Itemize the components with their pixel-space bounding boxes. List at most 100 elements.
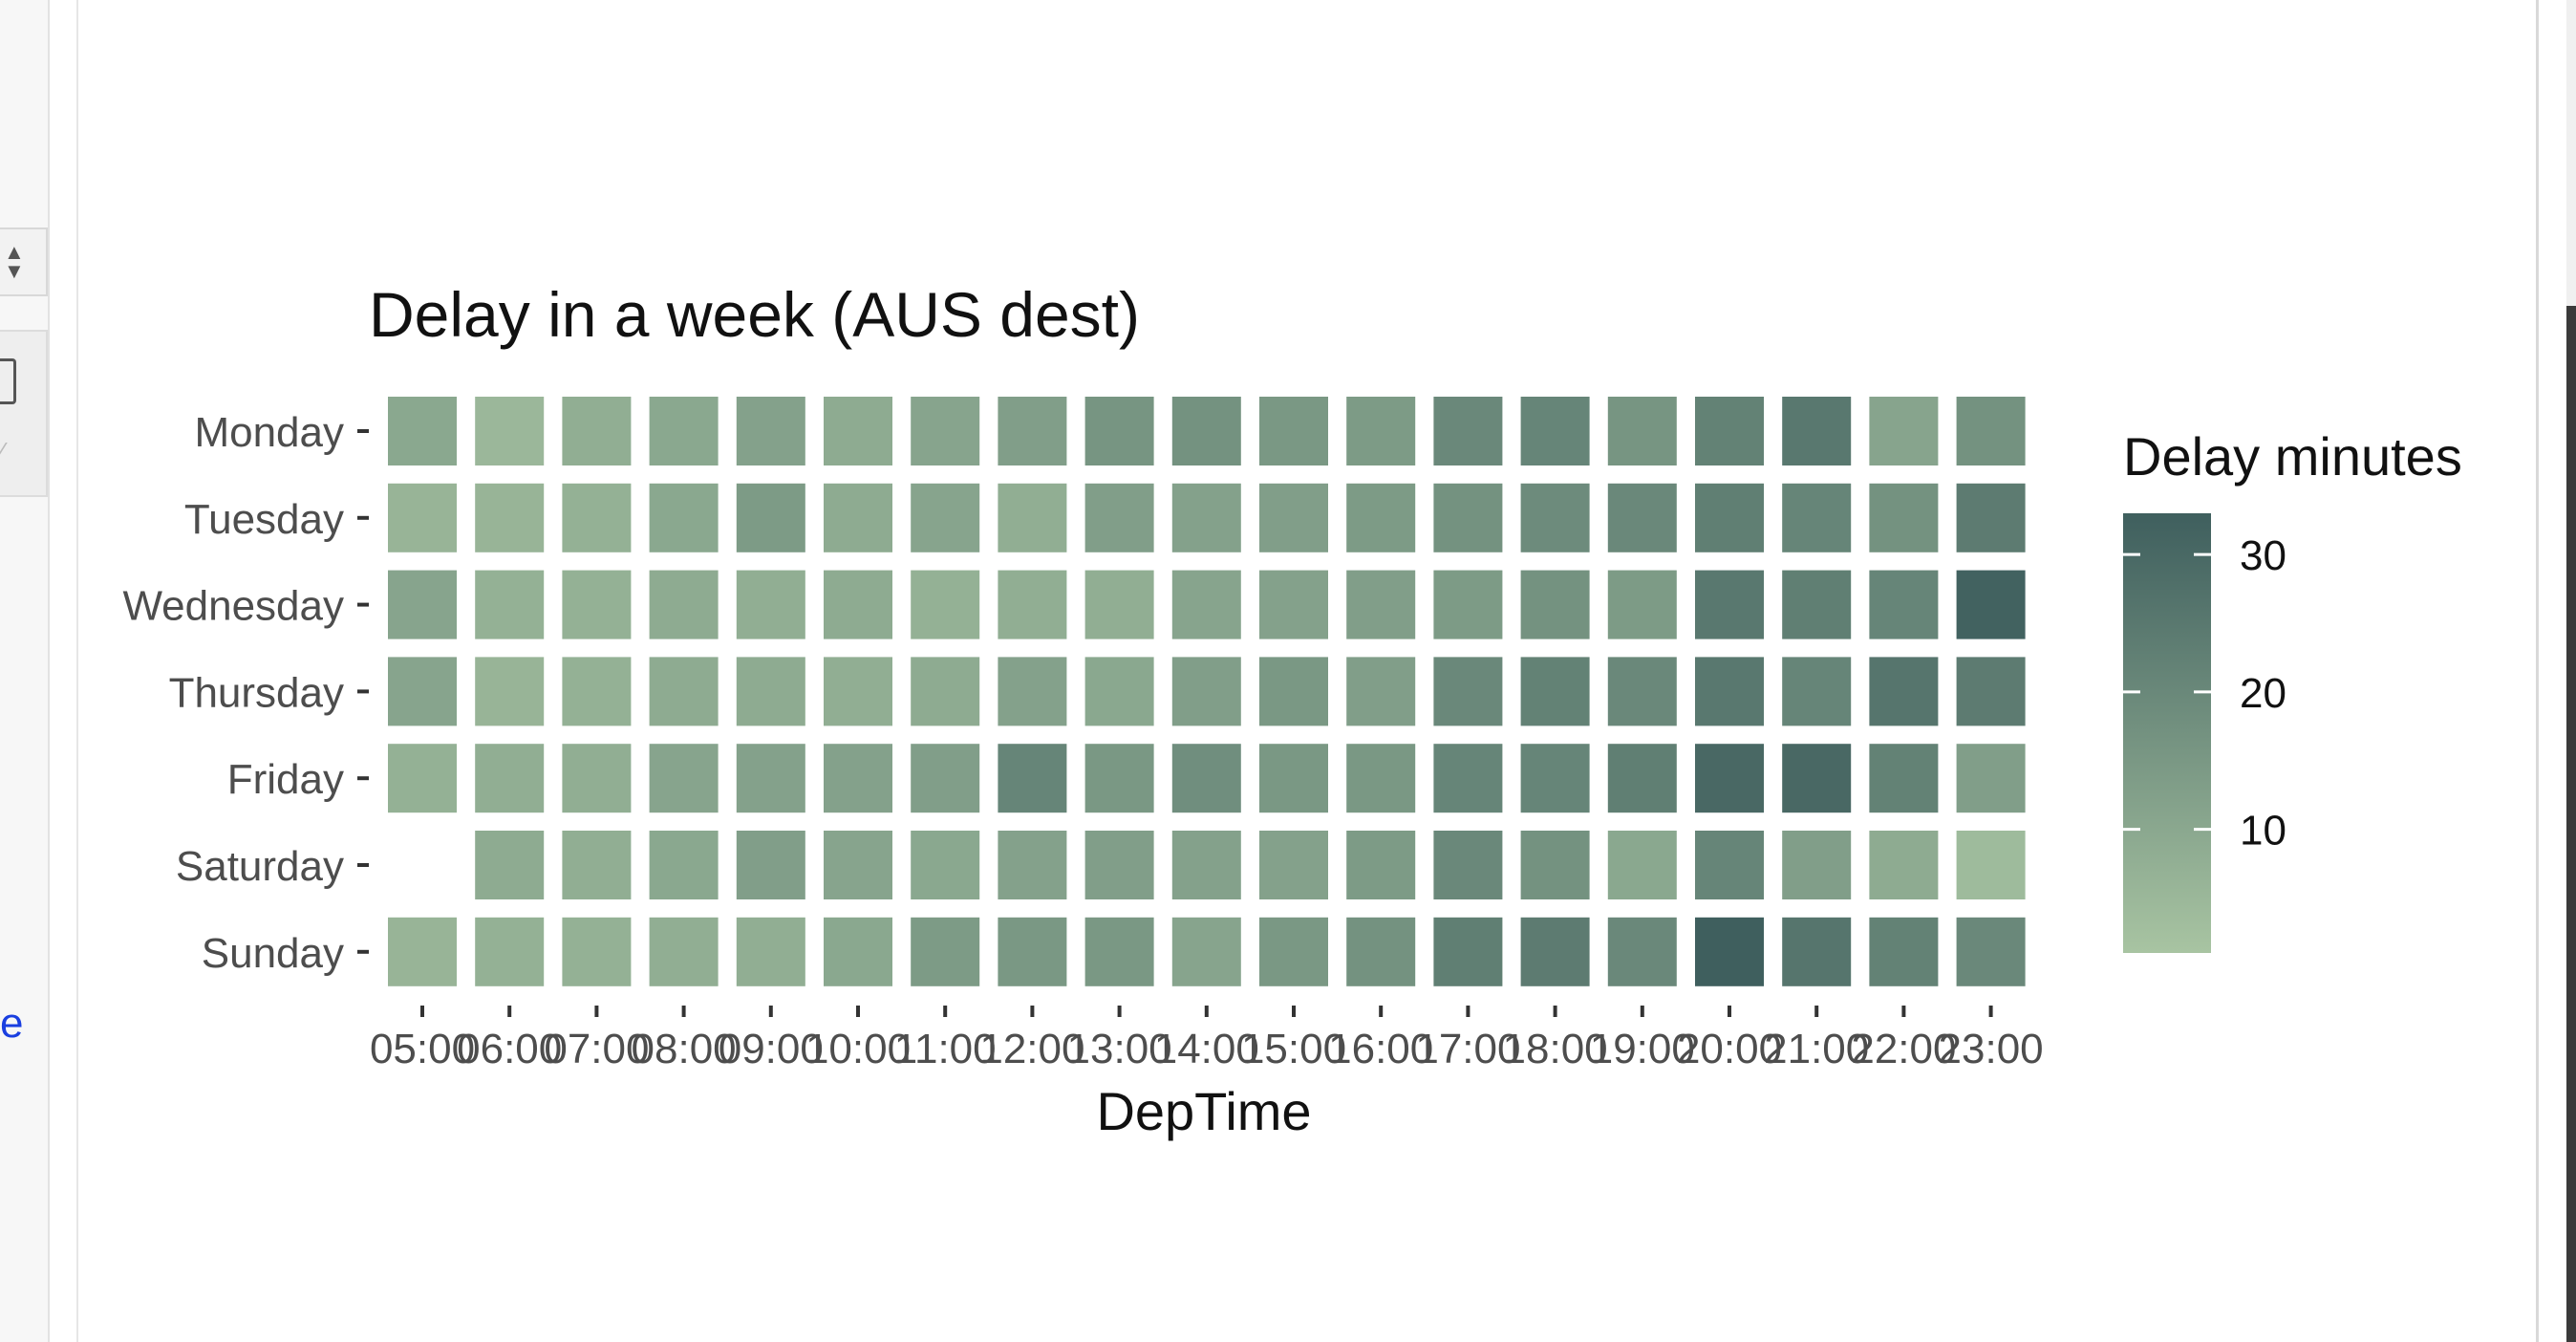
heatmap-cell bbox=[1695, 657, 1764, 726]
heatmap-cell bbox=[1695, 570, 1764, 639]
heatmap-cell bbox=[824, 657, 892, 726]
heatmap-cell bbox=[1346, 831, 1416, 899]
heatmap-cell bbox=[1433, 397, 1503, 465]
x-tick-label: 12:00 bbox=[979, 1026, 1084, 1072]
heatmap-cell bbox=[475, 831, 545, 899]
heatmap-cell bbox=[1171, 744, 1241, 813]
heatmap-cell bbox=[736, 917, 805, 986]
y-tick-label: Wednesday bbox=[122, 583, 344, 630]
sidebar-panel bbox=[0, 0, 48, 1342]
heatmap-cell bbox=[1433, 831, 1503, 899]
heatmap-cell bbox=[1171, 397, 1241, 465]
heatmap-cell bbox=[1346, 917, 1416, 986]
heatmap-cell bbox=[1433, 657, 1503, 726]
legend-colorbar bbox=[2123, 513, 2211, 953]
heatmap-cell bbox=[1956, 570, 2026, 639]
heatmap-cell bbox=[736, 570, 805, 639]
heatmap-cell bbox=[736, 483, 805, 552]
x-tick-label: 17:00 bbox=[1415, 1026, 1520, 1072]
x-tick-label: 11:00 bbox=[894, 1026, 997, 1072]
heatmap-cell bbox=[475, 657, 545, 726]
heatmap-cell bbox=[1782, 657, 1852, 726]
heatmap-cell bbox=[1869, 483, 1939, 552]
y-tick-label: Saturday bbox=[176, 843, 344, 890]
x-tick-label: 06:00 bbox=[457, 1026, 562, 1072]
heatmap-cell bbox=[1695, 397, 1764, 465]
heatmap-cell bbox=[1433, 570, 1503, 639]
x-tick-label: 22:00 bbox=[1851, 1026, 1956, 1072]
heatmap-cell bbox=[998, 397, 1067, 465]
x-axis-title: DepTime bbox=[1096, 1081, 1311, 1141]
heatmap-cell bbox=[736, 657, 805, 726]
heatmap-cell bbox=[1084, 483, 1154, 552]
heatmap-cell bbox=[475, 483, 545, 552]
heatmap-cell bbox=[824, 570, 892, 639]
heatmap-cell bbox=[911, 917, 980, 986]
heatmap-cell bbox=[824, 483, 892, 552]
x-tick-label: 20:00 bbox=[1677, 1026, 1782, 1072]
heatmap-cell bbox=[1956, 483, 2026, 552]
heatmap-cell bbox=[1433, 483, 1503, 552]
x-tick-label: 23:00 bbox=[1939, 1026, 2044, 1072]
heatmap-cell bbox=[388, 397, 457, 465]
heatmap-cell bbox=[1346, 570, 1416, 639]
sidebar-divider bbox=[48, 0, 50, 1342]
heatmap-cell bbox=[998, 744, 1067, 813]
pencil-icon[interactable]: ⁄ bbox=[0, 437, 5, 465]
heatmap-cell bbox=[1346, 657, 1416, 726]
heatmap-cell bbox=[1607, 397, 1677, 465]
heatmap-cell bbox=[649, 657, 719, 726]
heatmap-cell bbox=[1259, 483, 1328, 552]
heatmap-cell bbox=[998, 570, 1067, 639]
heatmap-cell bbox=[562, 397, 632, 465]
x-tick-label: 15:00 bbox=[1241, 1026, 1346, 1072]
heatmap-cell bbox=[1171, 831, 1241, 899]
x-tick-label: 10:00 bbox=[805, 1026, 911, 1072]
heatmap-cell bbox=[911, 657, 980, 726]
window-edge-top bbox=[2566, 0, 2576, 306]
sort-stepper[interactable]: ▲ ▼ bbox=[0, 227, 48, 296]
legend-title: Delay minutes bbox=[2123, 426, 2462, 487]
heatmap-cell bbox=[824, 831, 892, 899]
heatmap-cell bbox=[1084, 397, 1154, 465]
heatmap-cell bbox=[998, 483, 1067, 552]
heatmap-cell bbox=[1782, 397, 1852, 465]
heatmap-cell bbox=[1869, 744, 1939, 813]
heatmap-cell bbox=[1782, 483, 1852, 552]
heatmap-cell bbox=[1695, 831, 1764, 899]
sidebar-link[interactable]: e bbox=[0, 1000, 24, 1047]
x-tick-label: 09:00 bbox=[719, 1026, 824, 1072]
heatmap-cell bbox=[388, 570, 457, 639]
window-edge bbox=[2566, 0, 2576, 1342]
heatmap-cell bbox=[824, 397, 892, 465]
heatmap-cell bbox=[736, 831, 805, 899]
heatmap-cell bbox=[1956, 831, 2026, 899]
content-right-border bbox=[2536, 0, 2539, 1342]
heatmap-cell bbox=[824, 744, 892, 813]
x-tick-label: 16:00 bbox=[1328, 1026, 1433, 1072]
heatmap-cell bbox=[1695, 917, 1764, 986]
heatmap-cell bbox=[1520, 744, 1590, 813]
heatmap-cell bbox=[1869, 570, 1939, 639]
heatmap-cell bbox=[1695, 744, 1764, 813]
x-tick-label: 21:00 bbox=[1764, 1026, 1869, 1072]
heatmap-cell bbox=[562, 744, 632, 813]
heatmap-cell bbox=[1607, 657, 1677, 726]
heatmap-cell bbox=[1171, 483, 1241, 552]
heatmap-cell bbox=[824, 917, 892, 986]
heatmap-cell bbox=[1956, 397, 2026, 465]
heatmap-cell bbox=[562, 657, 632, 726]
clipboard-icon[interactable] bbox=[0, 358, 16, 404]
x-tick-label: 19:00 bbox=[1590, 1026, 1695, 1072]
heatmap-cell bbox=[649, 744, 719, 813]
heatmap-cell bbox=[911, 397, 980, 465]
heatmap-cell bbox=[1171, 917, 1241, 986]
heatmap-cell bbox=[475, 397, 545, 465]
tool-panel[interactable]: ⁄ bbox=[0, 330, 48, 497]
x-tick-label: 18:00 bbox=[1503, 1026, 1608, 1072]
heatmap-cell bbox=[1433, 917, 1503, 986]
heatmap-cell bbox=[1084, 917, 1154, 986]
heatmap-cell bbox=[475, 917, 545, 986]
heatmap-cell bbox=[1607, 917, 1677, 986]
heatmap-cell bbox=[388, 657, 457, 726]
